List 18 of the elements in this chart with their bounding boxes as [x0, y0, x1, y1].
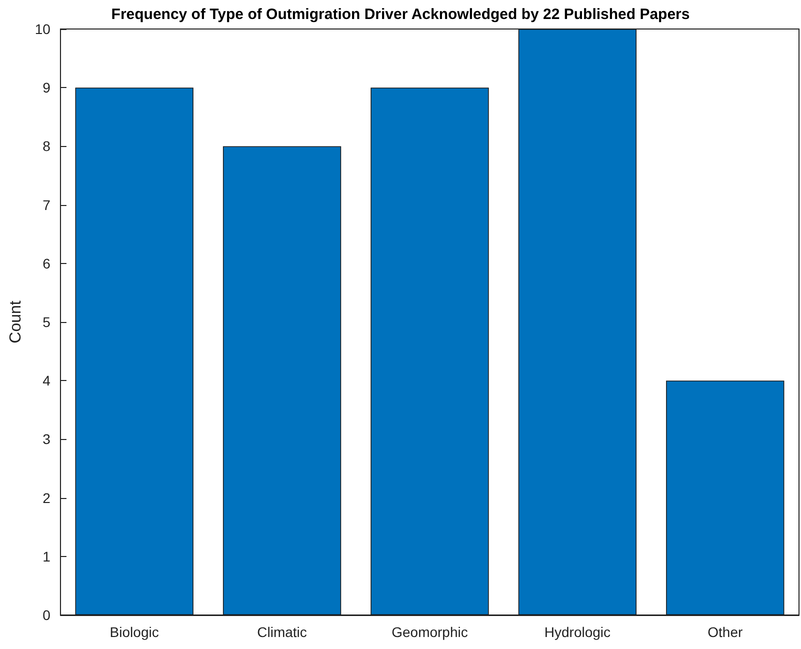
y-tick-label: 4 — [42, 372, 51, 389]
x-tick-label: Climatic — [257, 624, 307, 640]
y-tick-label: 5 — [42, 314, 51, 330]
y-tick-label: 0 — [42, 607, 51, 623]
y-tick-label: 10 — [34, 21, 51, 37]
x-tick-label: Hydrologic — [544, 624, 611, 640]
x-tick-label: Geomorphic — [392, 624, 468, 640]
x-tick-label: Biologic — [110, 624, 159, 640]
y-tick-label: 6 — [42, 255, 51, 272]
x-tick-label: Other — [708, 624, 743, 640]
y-tick-label: 1 — [42, 548, 51, 564]
y-tick-label: 3 — [42, 431, 51, 448]
y-tick-label: 8 — [42, 138, 51, 154]
y-axis-title: Count — [8, 300, 24, 344]
y-tick-label: 2 — [42, 490, 51, 506]
y-tick-label: 9 — [42, 80, 51, 96]
chart-title: Frequency of Type of Outmigration Driver Acknowledged by 22 Published Papers — [111, 6, 690, 23]
y-tick-label: 7 — [42, 196, 51, 213]
